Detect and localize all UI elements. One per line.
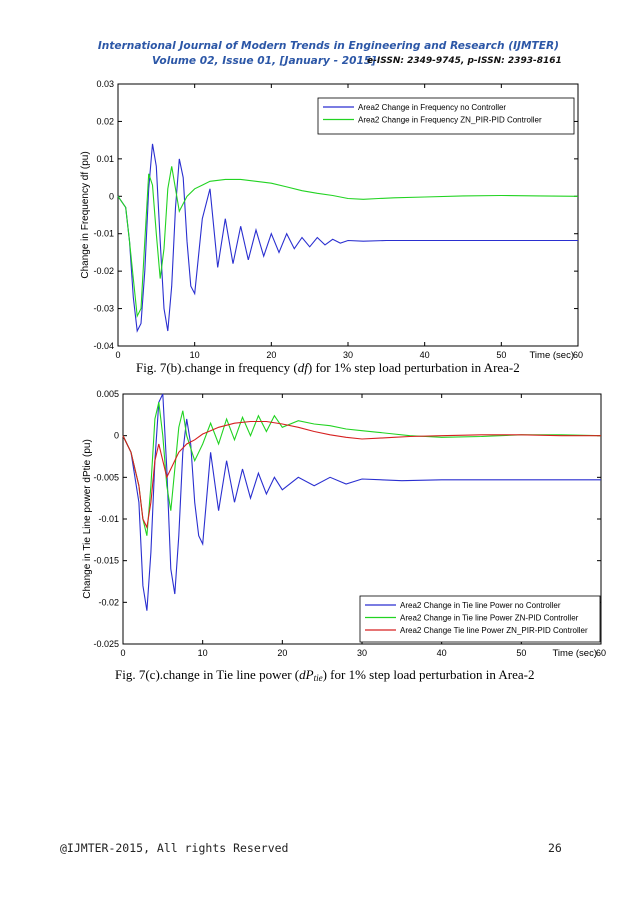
copyright: @IJMTER-2015, All rights Reserved [60, 841, 289, 855]
y-tick-label: -0.01 [98, 514, 119, 524]
x-tick-label: 20 [277, 648, 287, 658]
x-tick-label: 60 [573, 350, 583, 360]
y-tick-label: -0.03 [93, 304, 114, 314]
x-axis-label: Time (sec) [552, 648, 597, 659]
y-tick-label: -0.025 [93, 639, 119, 649]
legend-entry: Area2 Change Tie line Power ZN_PIR-PID C… [400, 626, 588, 635]
y-tick-label: 0 [114, 431, 119, 441]
legend-entry: Area2 Change in Tie line Power ZN-PID Co… [400, 614, 579, 623]
y-tick-label: 0.005 [96, 389, 119, 399]
x-tick-label: 10 [198, 648, 208, 658]
y-tick-label: -0.02 [93, 266, 114, 276]
figure-caption-7c: Fig. 7(c).change in Tie line power (dPti… [115, 667, 535, 683]
y-tick-label: 0.02 [96, 116, 114, 126]
x-tick-label: 40 [437, 648, 447, 658]
x-tick-label: 20 [266, 350, 276, 360]
y-tick-label: 0.01 [96, 154, 114, 164]
legend-box [317, 97, 575, 135]
y-tick-label: -0.04 [93, 341, 114, 351]
issn: e-ISSN: 2349-9745, p-ISSN: 2393-8161 [367, 56, 562, 66]
x-tick-label: 40 [420, 350, 430, 360]
x-tick-label: 30 [357, 648, 367, 658]
tie-line-power-chart: 0 10 20 30 40 50 60 0.005 0 -0.005 -0.01 -0.015 -0.0… [82, 389, 606, 659]
page-number: 26 [548, 841, 562, 855]
series-line-blue [117, 143, 578, 333]
series-line-green [122, 402, 602, 536]
y-tick-label: -0.015 [93, 556, 119, 566]
y-tick-label: -0.02 [98, 597, 119, 607]
journal-title: International Journal of Modern Trends i… [97, 40, 559, 52]
y-tick-label: -0.005 [93, 472, 119, 482]
x-tick-label: 50 [516, 648, 526, 658]
y-axis-label: Change in Tie Line power dPtie (pu) [82, 439, 93, 599]
legend-entry: Area2 Change in Frequency ZN_PIR-PID Con… [358, 116, 542, 125]
y-axis-label: Change in Frequency df (pu) [80, 151, 91, 278]
y-tick-label: -0.01 [93, 229, 114, 239]
series-line-blue [122, 393, 601, 611]
legend-box [359, 595, 601, 643]
x-tick-label: 30 [343, 350, 353, 360]
x-tick-label: 0 [120, 648, 125, 658]
x-tick-label: 0 [115, 350, 120, 360]
x-tick-label: 60 [596, 648, 606, 658]
legend-entry: Area2 Change in Tie line Power no Contro… [400, 601, 561, 610]
y-tick-label: 0.03 [96, 79, 114, 89]
frequency-chart: 0 10 20 30 40 50 60 0.03 0.02 0.01 0 -0.01 -0.02 -0.0… [80, 79, 583, 361]
x-axis-label: Time (sec) [529, 350, 574, 361]
legend-entry: Area2 Change in Frequency no Controller [358, 103, 506, 112]
volume-issue: Volume 02, Issue 01, [January - 2015] [152, 55, 377, 67]
x-tick-label: 50 [496, 350, 506, 360]
series-line-red [122, 420, 601, 530]
figure-caption-7b: Fig. 7(b).change in frequency (df) for 1… [136, 360, 520, 375]
series-line-green [117, 166, 579, 319]
x-tick-label: 10 [190, 350, 200, 360]
y-tick-label: 0 [109, 191, 114, 201]
